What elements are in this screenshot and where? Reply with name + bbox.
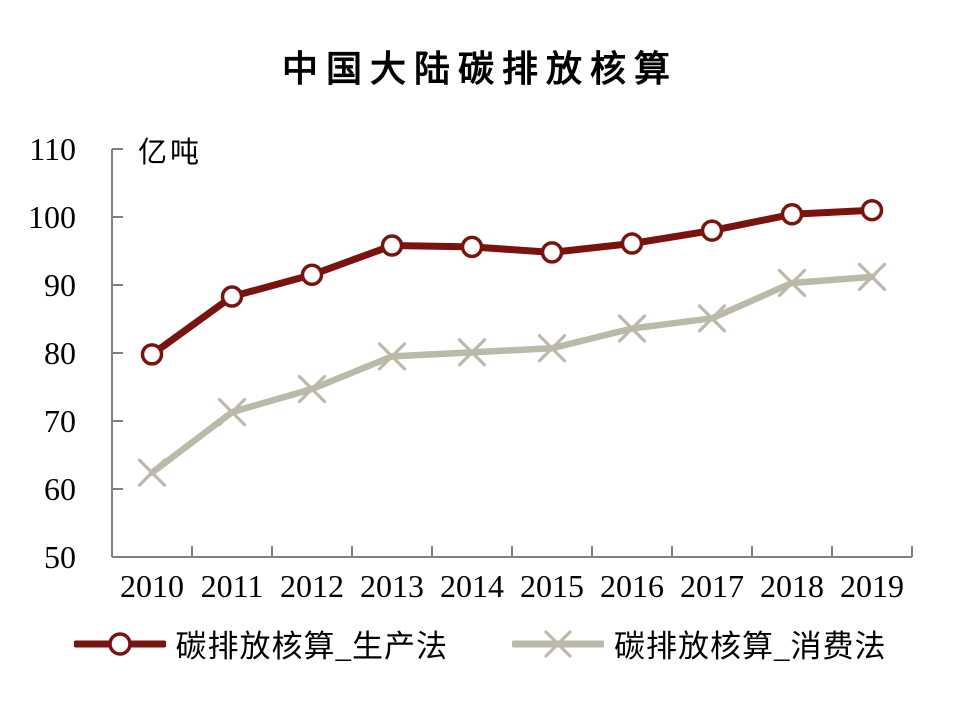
data-point-consumption bbox=[777, 268, 807, 298]
data-point-production bbox=[540, 241, 564, 264]
x-tick-label: 2012 bbox=[280, 568, 344, 604]
series-line-consumption bbox=[148, 273, 876, 476]
x-tick-label: 2018 bbox=[760, 568, 824, 604]
data-point-production bbox=[460, 235, 484, 259]
y-axis-unit-label: 亿吨 bbox=[138, 136, 202, 169]
x-tick-label: 2016 bbox=[600, 568, 664, 604]
data-point-consumption bbox=[217, 398, 247, 427]
data-point-production bbox=[140, 343, 164, 366]
y-tick-label: 50 bbox=[44, 539, 76, 575]
legend-label-consumption: 碳排放核算_消费法 bbox=[614, 629, 887, 664]
x-tick-label: 2011 bbox=[201, 568, 264, 604]
data-point-consumption bbox=[617, 314, 647, 343]
series-line-production bbox=[148, 206, 876, 358]
legend-marker-production-icon bbox=[73, 631, 166, 656]
data-point-production bbox=[700, 219, 724, 242]
x-tick-label: 2013 bbox=[360, 568, 424, 604]
data-point-production bbox=[380, 234, 404, 257]
y-tick-label: 70 bbox=[44, 403, 76, 439]
y-tick-label: 80 bbox=[44, 335, 76, 371]
x-tick-label: 2015 bbox=[520, 568, 584, 604]
y-tick-label: 100 bbox=[28, 199, 76, 235]
legend-item-consumption: 碳排放核算_消费法 bbox=[512, 621, 887, 666]
data-point-consumption bbox=[857, 262, 887, 291]
chart-title: 中国大陆碳排放核算 bbox=[281, 49, 678, 89]
x-tick-label: 2010 bbox=[120, 568, 184, 604]
data-point-production bbox=[300, 263, 324, 287]
data-point-production bbox=[220, 285, 244, 308]
data-point-consumption bbox=[537, 334, 567, 363]
data-point-consumption bbox=[697, 304, 727, 333]
data-point-production bbox=[780, 203, 804, 226]
y-tick-label: 110 bbox=[29, 131, 76, 167]
x-tick-label: 2019 bbox=[840, 568, 904, 604]
x-tick-label: 2017 bbox=[680, 568, 744, 604]
legend-item-production: 碳排放核算_生产法 bbox=[73, 621, 449, 666]
x-tick-label: 2014 bbox=[440, 568, 504, 604]
legend-marker-consumption-icon bbox=[512, 629, 604, 658]
data-point-production bbox=[620, 232, 644, 255]
data-point-consumption bbox=[377, 342, 407, 371]
legend: 碳排放核算_生产法 碳排放核算_消费法 bbox=[0, 621, 960, 666]
data-point-consumption bbox=[297, 374, 327, 404]
legend-label-production: 碳排放核算_生产法 bbox=[175, 629, 448, 664]
data-point-consumption bbox=[137, 458, 167, 487]
y-tick-label: 90 bbox=[44, 267, 76, 303]
data-point-production bbox=[860, 198, 884, 222]
y-tick-label: 60 bbox=[44, 471, 76, 507]
data-point-consumption bbox=[457, 338, 487, 367]
